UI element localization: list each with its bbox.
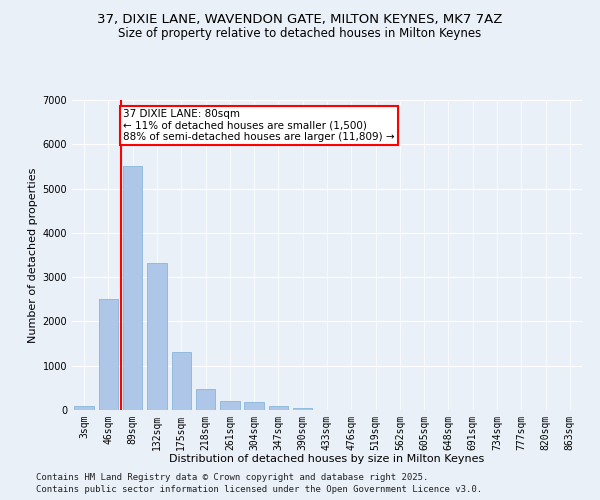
Bar [196,388,215,410]
X-axis label: Distribution of detached houses by size in Milton Keynes: Distribution of detached houses by size … [169,454,485,464]
Bar [244,402,264,410]
Bar [220,400,239,410]
Bar [269,406,288,410]
Bar [99,300,118,410]
Text: 37, DIXIE LANE, WAVENDON GATE, MILTON KEYNES, MK7 7AZ: 37, DIXIE LANE, WAVENDON GATE, MILTON KE… [97,12,503,26]
Bar [123,166,142,410]
Y-axis label: Number of detached properties: Number of detached properties [28,168,38,342]
Text: Contains HM Land Registry data © Crown copyright and database right 2025.: Contains HM Land Registry data © Crown c… [36,472,428,482]
Bar [74,406,94,410]
Text: Size of property relative to detached houses in Milton Keynes: Size of property relative to detached ho… [118,28,482,40]
Bar [147,262,167,410]
Text: Contains public sector information licensed under the Open Government Licence v3: Contains public sector information licen… [36,485,482,494]
Bar [172,352,191,410]
Text: 37 DIXIE LANE: 80sqm
← 11% of detached houses are smaller (1,500)
88% of semi-de: 37 DIXIE LANE: 80sqm ← 11% of detached h… [123,109,395,142]
Bar [293,408,313,410]
